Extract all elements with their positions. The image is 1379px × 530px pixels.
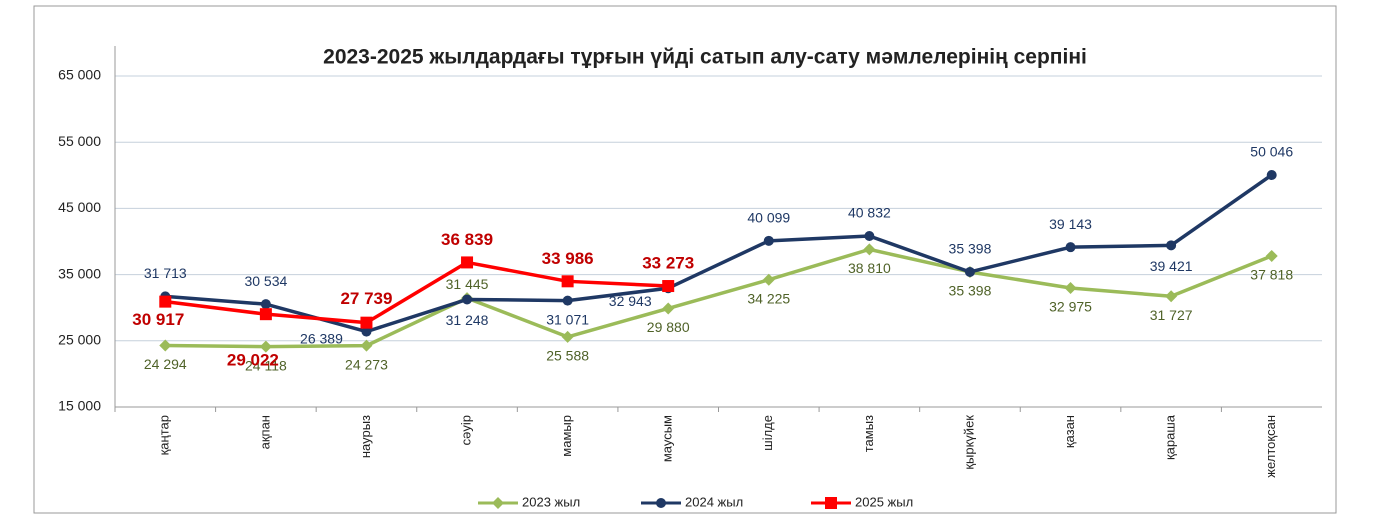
marker [1064, 282, 1077, 295]
data-label: 24 294 [144, 356, 187, 372]
y-tick-label: 65 000 [58, 67, 101, 83]
data-label: 36 839 [441, 230, 493, 249]
marker [259, 308, 272, 321]
x-tick-label: желтоқсан [1263, 415, 1278, 478]
x-tick-label: шілде [760, 415, 775, 451]
data-label: 50 046 [1250, 144, 1293, 160]
data-label: 29 880 [647, 319, 690, 335]
y-tick-label: 45 000 [58, 199, 101, 215]
data-label: 35 398 [949, 241, 992, 257]
x-tick-label: маусым [660, 415, 675, 462]
data-label: 33 273 [642, 254, 694, 273]
data-label: 31 713 [144, 265, 187, 281]
data-label: 35 398 [949, 283, 992, 299]
marker [763, 235, 774, 246]
chart-title: 2023-2025 жылдардағы тұрғын үйді сатып а… [323, 46, 1087, 69]
x-tick-label: мамыр [559, 415, 574, 457]
chart-frame [33, 5, 1337, 514]
marker [964, 266, 975, 277]
marker [159, 295, 172, 308]
data-label: 31 727 [1150, 307, 1193, 323]
data-label: 40 099 [747, 210, 790, 226]
legend-label: 2023 жыл [522, 494, 580, 509]
marker [462, 294, 473, 305]
legend-label: 2024 жыл [685, 494, 743, 509]
marker [562, 295, 573, 306]
marker [656, 498, 666, 508]
series-line [165, 260, 669, 325]
data-label: 34 225 [747, 290, 790, 306]
x-tick-label: қыркүйек [961, 415, 976, 470]
y-tick-label: 35 000 [58, 265, 101, 281]
x-tick-label: ақпан [257, 415, 272, 449]
y-tick-label: 55 000 [58, 133, 101, 149]
marker [662, 302, 675, 315]
data-label: 39 143 [1049, 216, 1092, 232]
data-label: 38 810 [848, 260, 891, 276]
data-label: 37 818 [1250, 267, 1293, 283]
marker [864, 230, 875, 241]
marker [662, 280, 675, 293]
x-tick-label: қаңтар [157, 415, 172, 455]
marker [825, 497, 837, 509]
x-tick-label: қараша [1163, 414, 1178, 460]
marker [1166, 240, 1177, 251]
x-tick-label: наурыз [358, 415, 373, 458]
data-label: 31 071 [546, 311, 589, 327]
y-tick-label: 25 000 [58, 332, 101, 348]
data-label: 30 534 [244, 273, 287, 289]
marker [492, 497, 504, 509]
marker [762, 273, 775, 286]
marker [863, 243, 876, 256]
marker [360, 316, 373, 329]
marker [360, 339, 373, 352]
data-label: 31 248 [446, 312, 489, 328]
data-label: 30 917 [132, 310, 184, 329]
marker [259, 340, 272, 353]
marker [1065, 242, 1076, 253]
data-label: 39 421 [1150, 258, 1193, 274]
x-tick-label: қазан [1062, 415, 1077, 448]
series-line [165, 173, 1273, 334]
data-label: 24 273 [345, 356, 388, 372]
data-label: 29 022 [227, 351, 279, 370]
marker [561, 330, 574, 343]
marker [1265, 249, 1278, 262]
marker [1165, 290, 1178, 303]
legend-label: 2025 жыл [855, 494, 913, 509]
data-label: 32 943 [609, 293, 652, 309]
data-label: 32 975 [1049, 299, 1092, 315]
data-label: 40 832 [848, 205, 891, 221]
data-label: 27 739 [340, 289, 392, 308]
marker [561, 275, 574, 288]
data-label: 33 986 [542, 249, 594, 268]
data-label: 25 588 [546, 348, 589, 364]
marker [260, 299, 271, 310]
y-tick-label: 15 000 [58, 398, 101, 414]
x-tick-label: тамыз [861, 415, 876, 452]
data-label: 31 445 [446, 276, 489, 292]
marker [461, 256, 474, 269]
marker [159, 339, 172, 352]
data-label: 24 118 [245, 357, 287, 373]
series-line [165, 247, 1273, 349]
data-label: 26 389 [300, 330, 343, 346]
marker [361, 326, 372, 337]
x-tick-label: сәуір [458, 415, 473, 445]
marker [1266, 169, 1277, 180]
